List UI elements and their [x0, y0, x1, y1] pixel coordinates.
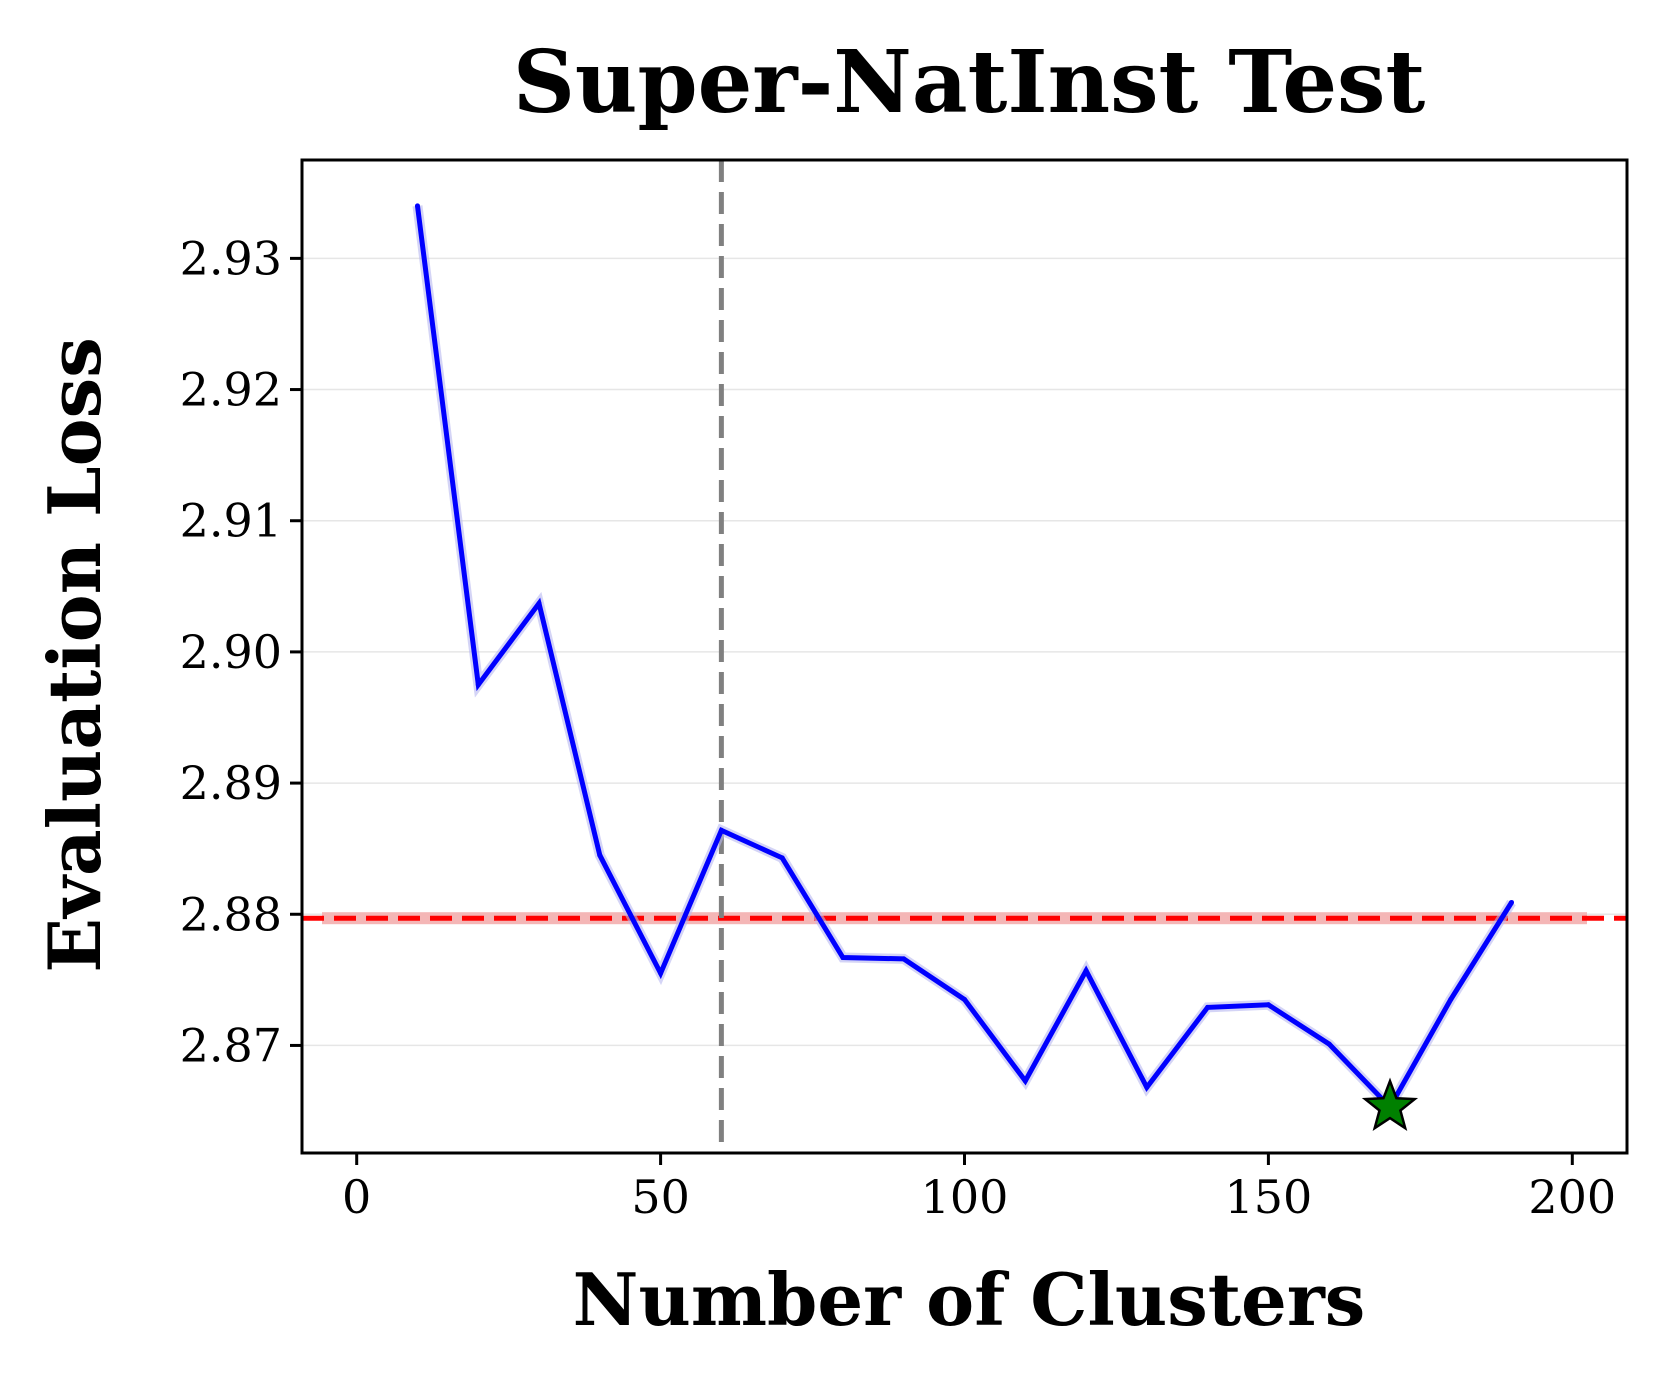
best-marker [1361, 1077, 1419, 1131]
data-point-10 [1022, 1078, 1028, 1084]
data-point-17 [1448, 997, 1454, 1003]
star-marker [1361, 1077, 1419, 1131]
y-axis-label: Evaluation Loss [32, 337, 117, 972]
y-tick-label-4: 2.91 [180, 494, 282, 548]
data-point-1 [475, 682, 481, 688]
series-lines [412, 203, 1516, 1116]
data-point-18 [1509, 899, 1515, 905]
x-tick-label-3: 150 [1224, 1170, 1312, 1224]
x-axis-ticks: 0 50 100 150 200 [342, 1153, 1616, 1224]
series-line-0 [415, 205, 1514, 1112]
data-point-11 [1083, 968, 1089, 974]
data-point-13 [1205, 1004, 1211, 1010]
y-tick-label-1: 2.88 [180, 887, 282, 941]
data-point-14 [1265, 1002, 1271, 1008]
x-tick-label-1: 50 [631, 1170, 690, 1224]
data-point-2 [536, 600, 542, 606]
y-tick-label-3: 2.90 [180, 625, 282, 679]
data-point-3 [597, 852, 603, 858]
data-point-15 [1326, 1041, 1332, 1047]
y-tick-label-2: 2.89 [180, 756, 282, 810]
data-point-5 [718, 827, 724, 833]
series-band-0 [412, 205, 1516, 1116]
data-point-7 [840, 955, 846, 961]
data-point-0 [414, 203, 420, 209]
y-tick-label-0: 2.87 [180, 1018, 282, 1072]
y-tick-label-5: 2.92 [180, 363, 282, 417]
x-tick-label-4: 200 [1528, 1170, 1616, 1224]
x-axis-label: Number of Clusters [573, 1257, 1366, 1342]
x-tick-label-0: 0 [342, 1170, 371, 1224]
y-tick-label-6: 2.93 [180, 231, 282, 285]
y-axis-ticks: 2.87 2.88 2.89 2.90 2.91 2.92 2.93 [180, 231, 302, 1072]
data-point-12 [1144, 1084, 1150, 1090]
chart-title: Super-NatInst Test [513, 32, 1426, 133]
data-point-4 [658, 970, 664, 976]
data-point-6 [779, 855, 785, 861]
data-point-9 [962, 997, 967, 1003]
data-point-8 [901, 956, 907, 962]
x-tick-label-2: 100 [921, 1170, 1009, 1224]
